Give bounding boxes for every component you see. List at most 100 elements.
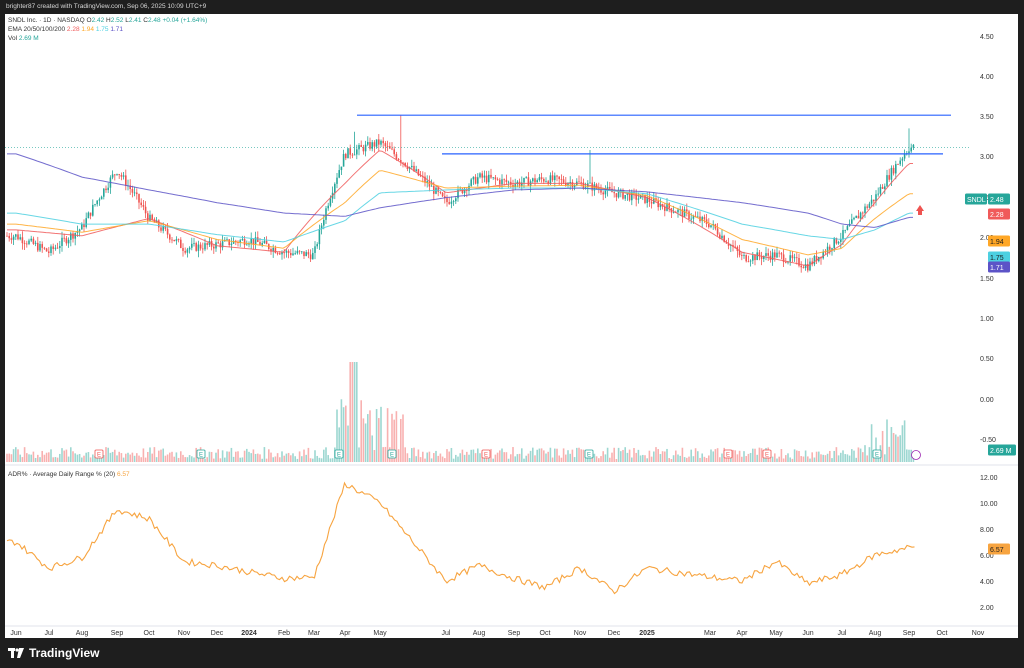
earnings-marker[interactable]: E (723, 449, 733, 459)
candle-body (571, 182, 574, 188)
candle-body (389, 146, 391, 149)
price-tick-label: 3.50 (980, 114, 994, 121)
candle-body (657, 200, 659, 208)
volume-bar (180, 451, 182, 462)
volume-bar (562, 448, 565, 462)
volume-bar (294, 456, 296, 462)
volume-bar (435, 450, 437, 462)
candle-body (404, 162, 406, 167)
earnings-marker[interactable]: E (481, 449, 491, 459)
candle-body (560, 179, 563, 180)
volume-bar (584, 455, 587, 462)
candle-body (417, 169, 420, 176)
volume-bar (303, 449, 305, 462)
earnings-marker[interactable]: E (94, 449, 104, 459)
volume-bar (362, 418, 365, 462)
volume-bar (516, 454, 519, 462)
earnings-marker[interactable]: E (872, 449, 882, 459)
svg-text:1.75: 1.75 (990, 255, 1004, 262)
candle-body (259, 241, 261, 246)
volume-bar (664, 451, 666, 462)
volume-bar (345, 405, 347, 462)
candle-body (895, 164, 897, 174)
volume-bar (272, 457, 274, 462)
legend-ema: EMA 20/50/100/200 2.28 1.94 1.75 1.71 (8, 26, 123, 33)
candle-body (235, 240, 237, 242)
volume-bar (426, 452, 428, 462)
earnings-marker[interactable]: E (334, 449, 344, 459)
volume-bar (32, 451, 35, 462)
time-axis-label: Jul (45, 630, 54, 637)
candle-body (272, 247, 274, 252)
earnings-marker[interactable]: E (584, 449, 594, 459)
candle-body (767, 253, 769, 256)
volume-bar (609, 457, 611, 462)
volume-bar (545, 453, 547, 462)
volume-bar (210, 451, 213, 462)
volume-bar (314, 450, 316, 462)
candle-body (749, 260, 752, 262)
volume-bar (624, 447, 626, 462)
volume-bar (166, 454, 169, 462)
candle-body (72, 233, 74, 239)
candle-body (910, 147, 912, 152)
candle-body (43, 247, 46, 249)
time-axis-label: Aug (76, 630, 89, 637)
candle-body (228, 239, 230, 245)
volume-bar (318, 457, 321, 462)
svg-text:2.28: 2.28 (990, 212, 1004, 219)
candle-body (758, 252, 761, 257)
candle-body (540, 177, 543, 179)
candle-body (41, 244, 43, 248)
volume-bar (569, 453, 571, 462)
candle-body (492, 177, 494, 179)
volume-bar (83, 455, 85, 462)
candle-body (63, 237, 65, 239)
candle-body (479, 173, 481, 178)
earnings-marker[interactable]: E (196, 449, 206, 459)
candle-body (690, 218, 692, 220)
volume-bar (644, 455, 646, 462)
time-axis-label: Jul (838, 630, 847, 637)
candle-body (6, 235, 8, 237)
volume-bar (483, 457, 486, 462)
candle-body (831, 248, 833, 250)
volume-bar (193, 457, 195, 462)
volume-bar (549, 447, 552, 462)
candle-body (780, 253, 783, 255)
volume-bar (532, 447, 534, 462)
volume-bar (349, 362, 351, 462)
candle-body (340, 166, 343, 171)
time-axis-label: Apr (340, 630, 352, 637)
candle-body (325, 208, 327, 220)
candle-body (644, 194, 646, 203)
volume-bar (424, 458, 426, 462)
candle-body (98, 199, 101, 201)
volume-bar (646, 458, 648, 462)
volume-bar (301, 456, 303, 462)
svg-text:E: E (97, 453, 101, 459)
candle-body (796, 257, 798, 259)
candle-body (549, 175, 552, 184)
candle-body (186, 249, 189, 253)
earnings-marker[interactable]: E (762, 449, 772, 459)
volume-bar (428, 451, 431, 462)
chart-svg[interactable]: 4.504.003.503.002.502.001.501.000.500.00… (5, 14, 1018, 638)
tradingview-brand[interactable]: TradingView (8, 646, 99, 660)
lightning-icon[interactable] (911, 450, 921, 460)
volume-bar (881, 430, 884, 462)
volume-bar (470, 449, 472, 462)
volume-bar (43, 454, 46, 462)
svg-text:E: E (484, 453, 488, 459)
earnings-marker[interactable]: E (387, 449, 397, 459)
svg-text:6.57: 6.57 (990, 547, 1004, 554)
volume-bar (527, 453, 530, 462)
candle-body (285, 250, 288, 253)
candle-body (686, 209, 688, 212)
candle-body (452, 201, 455, 202)
candle-body (532, 178, 534, 182)
candle-body (50, 246, 52, 253)
volume-bar (221, 450, 224, 462)
candle-body (307, 252, 310, 255)
candle-body (527, 177, 530, 186)
